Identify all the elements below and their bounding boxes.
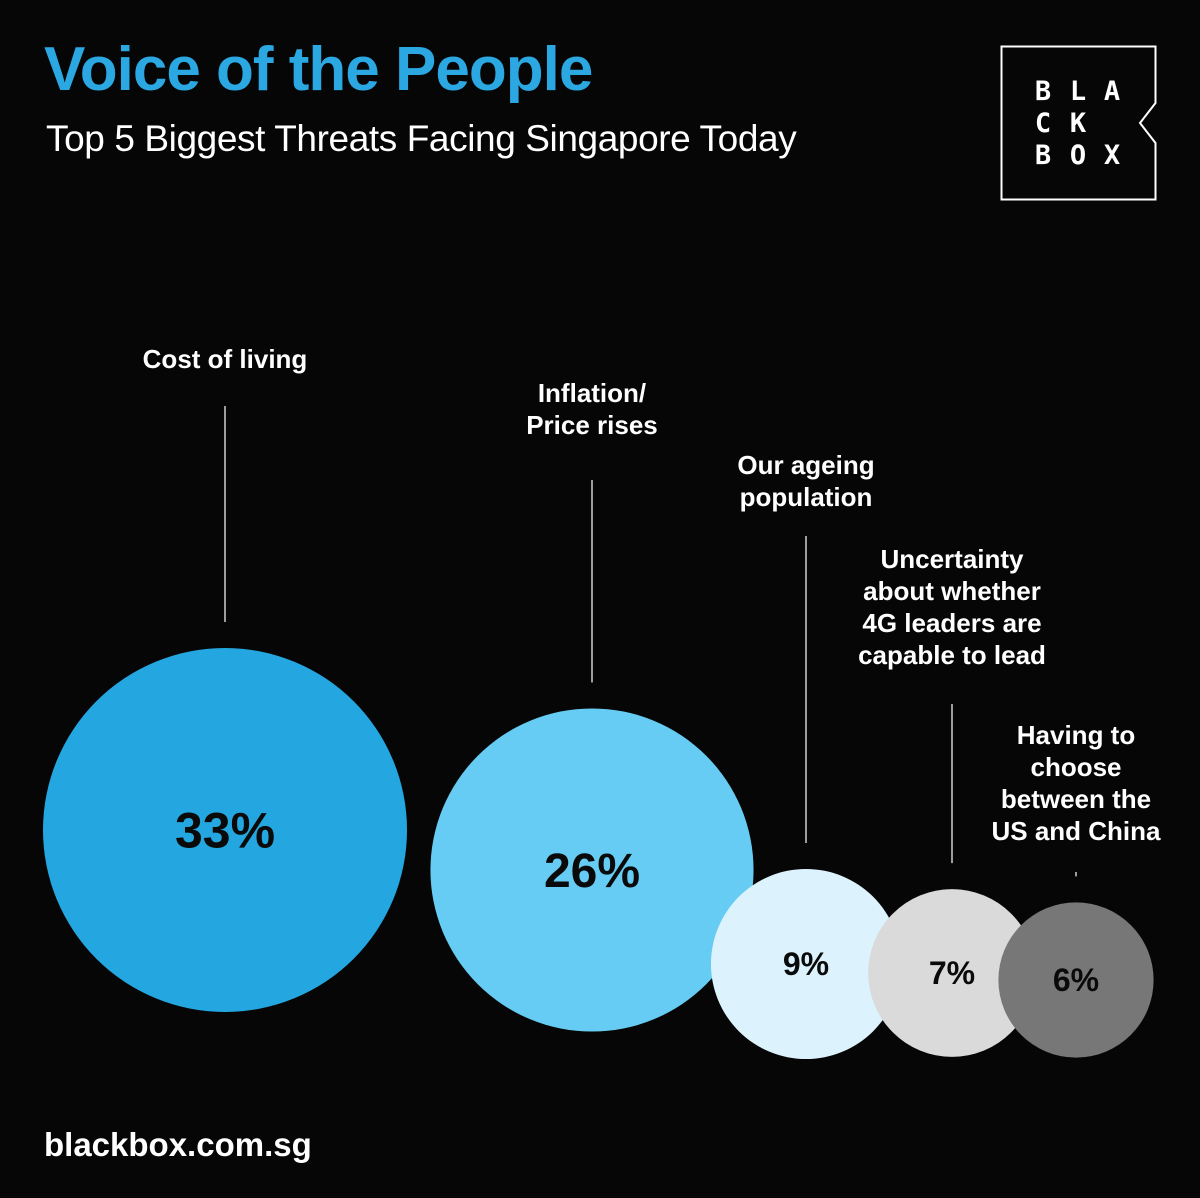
bubble [868,889,1036,1057]
logo-letter: K [1070,108,1087,139]
value-label: 6% [1053,962,1099,998]
category-label: Cost of living [143,344,308,374]
logo-border [1000,45,1157,201]
blackbox-logo: B L A C K B O X [1000,45,1157,201]
logo-letter: L [1070,76,1086,107]
category-label: US and China [991,816,1161,846]
logo-letter: B [1035,140,1051,171]
chart-subtitle: Top 5 Biggest Threats Facing Singapore T… [46,118,797,159]
value-label: 9% [783,946,829,982]
website-url: blackbox.com.sg [44,1126,312,1163]
category-label: choose [1030,752,1121,782]
category-label: 4G leaders are [862,608,1041,638]
logo-letter: A [1104,76,1120,107]
value-label: 26% [544,845,640,898]
logo-letter: X [1104,140,1120,171]
value-label: 7% [929,955,975,991]
category-label: Uncertainty [880,544,1024,574]
chart-title: Voice of the People [44,35,593,104]
category-label: population [740,482,873,512]
value-label: 33% [175,803,275,859]
category-label: between the [1001,784,1151,814]
category-label: capable to lead [858,640,1046,670]
category-label: Inflation/ [538,378,646,408]
logo-letter: C [1035,108,1051,139]
category-label: Having to [1017,720,1135,750]
bubble [43,648,407,1012]
category-label: Price rises [526,410,658,440]
category-label: about whether [863,576,1041,606]
bubble [430,708,754,1032]
logo-letter: O [1070,140,1086,171]
category-label: Our ageing [737,450,874,480]
bubble [998,902,1154,1058]
logo-letter: B [1035,76,1051,107]
bubble [710,868,902,1060]
